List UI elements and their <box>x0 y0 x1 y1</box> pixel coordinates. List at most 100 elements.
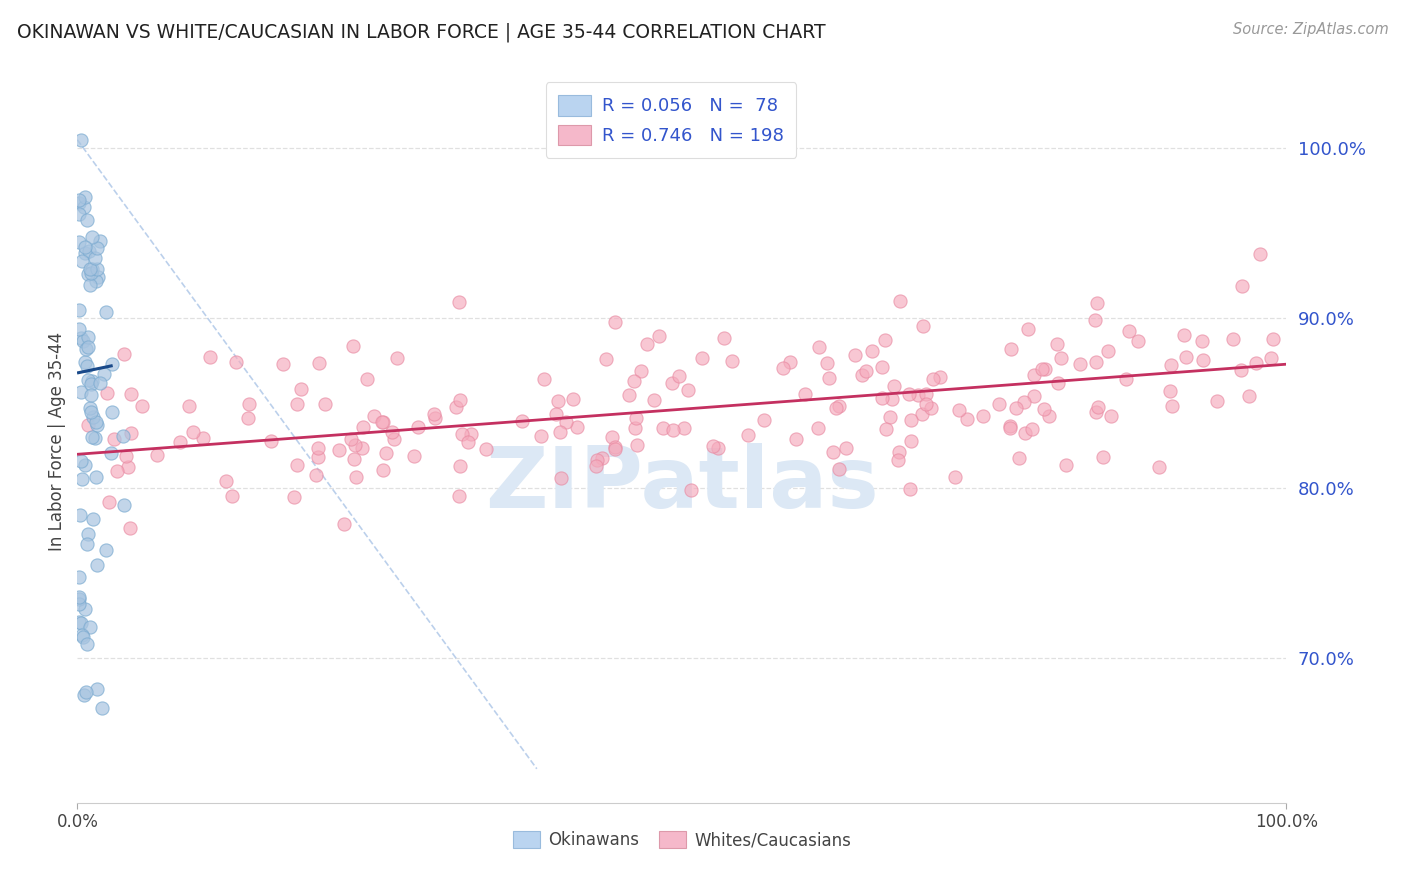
Point <box>449 458 471 473</box>
Point <box>713 331 735 345</box>
Text: OKINAWAN VS WHITE/CAUCASIAN IN LABOR FORCE | AGE 35-44 CORRELATION CHART: OKINAWAN VS WHITE/CAUCASIAN IN LABOR FOR… <box>17 22 825 42</box>
Point <box>308 356 330 370</box>
Point <box>69 508 91 522</box>
Point <box>283 490 305 504</box>
Point <box>96 304 118 318</box>
Point <box>76 537 98 551</box>
Point <box>835 441 858 455</box>
Point <box>1033 361 1056 376</box>
Point <box>1261 332 1284 346</box>
Point <box>828 399 851 413</box>
Point <box>546 407 568 421</box>
Point <box>381 425 404 440</box>
Point <box>907 388 929 402</box>
Point <box>987 397 1010 411</box>
Point <box>460 427 482 442</box>
Point <box>548 425 571 439</box>
Point <box>314 397 336 411</box>
Point <box>67 570 90 584</box>
Point <box>1014 395 1036 409</box>
Point <box>887 444 910 458</box>
Point <box>285 458 308 472</box>
Point <box>82 511 104 525</box>
Point <box>332 516 354 531</box>
Point <box>1249 247 1271 261</box>
Point <box>169 434 191 449</box>
Point <box>146 448 169 462</box>
Point <box>84 416 107 430</box>
Point <box>1115 372 1137 386</box>
Point <box>181 425 204 440</box>
Point <box>1014 426 1036 441</box>
Point <box>898 482 921 496</box>
Point <box>86 417 108 432</box>
Point <box>344 469 367 483</box>
Point <box>371 463 394 477</box>
Point <box>89 234 111 248</box>
Point <box>79 376 101 391</box>
Point <box>943 470 966 484</box>
Point <box>595 352 617 367</box>
Point <box>449 393 471 408</box>
Point <box>75 342 97 356</box>
Point <box>385 351 408 366</box>
Point <box>1000 419 1022 434</box>
Point <box>914 387 936 401</box>
Point <box>287 396 309 410</box>
Point <box>779 355 801 369</box>
Point <box>67 195 90 210</box>
Point <box>1160 358 1182 372</box>
Point <box>1031 361 1053 376</box>
Legend: Okinawans, Whites/Caucasians: Okinawans, Whites/Caucasians <box>506 824 858 856</box>
Point <box>1021 422 1043 436</box>
Point <box>80 266 103 280</box>
Point <box>449 489 471 503</box>
Point <box>1008 451 1031 466</box>
Point <box>90 700 112 714</box>
Point <box>1099 409 1122 423</box>
Point <box>75 685 97 699</box>
Point <box>406 420 429 434</box>
Point <box>340 433 363 447</box>
Point <box>67 302 90 317</box>
Point <box>238 397 260 411</box>
Point <box>1085 355 1108 369</box>
Point <box>76 212 98 227</box>
Point <box>851 368 873 382</box>
Point <box>79 244 101 258</box>
Point <box>225 355 247 369</box>
Point <box>661 376 683 391</box>
Point <box>565 420 588 434</box>
Point <box>70 384 93 399</box>
Point <box>721 353 744 368</box>
Point <box>855 364 877 378</box>
Point <box>668 369 690 384</box>
Point <box>752 413 775 427</box>
Point <box>911 407 934 421</box>
Point <box>630 364 652 378</box>
Point <box>1159 384 1181 399</box>
Point <box>72 630 94 644</box>
Point <box>1246 356 1268 370</box>
Point <box>533 372 555 386</box>
Point <box>623 421 645 435</box>
Point <box>1222 332 1244 346</box>
Point <box>67 322 90 336</box>
Point <box>1046 376 1069 391</box>
Point <box>76 341 98 355</box>
Point <box>290 382 312 396</box>
Point <box>530 429 553 443</box>
Point <box>73 688 96 702</box>
Point <box>82 410 104 425</box>
Point <box>84 274 107 288</box>
Point <box>117 459 139 474</box>
Point <box>1005 401 1028 416</box>
Point <box>77 526 100 541</box>
Point <box>120 425 142 440</box>
Point <box>100 446 122 460</box>
Point <box>70 472 93 486</box>
Point <box>328 443 350 458</box>
Point <box>94 543 117 558</box>
Point <box>271 357 294 371</box>
Point <box>193 431 215 445</box>
